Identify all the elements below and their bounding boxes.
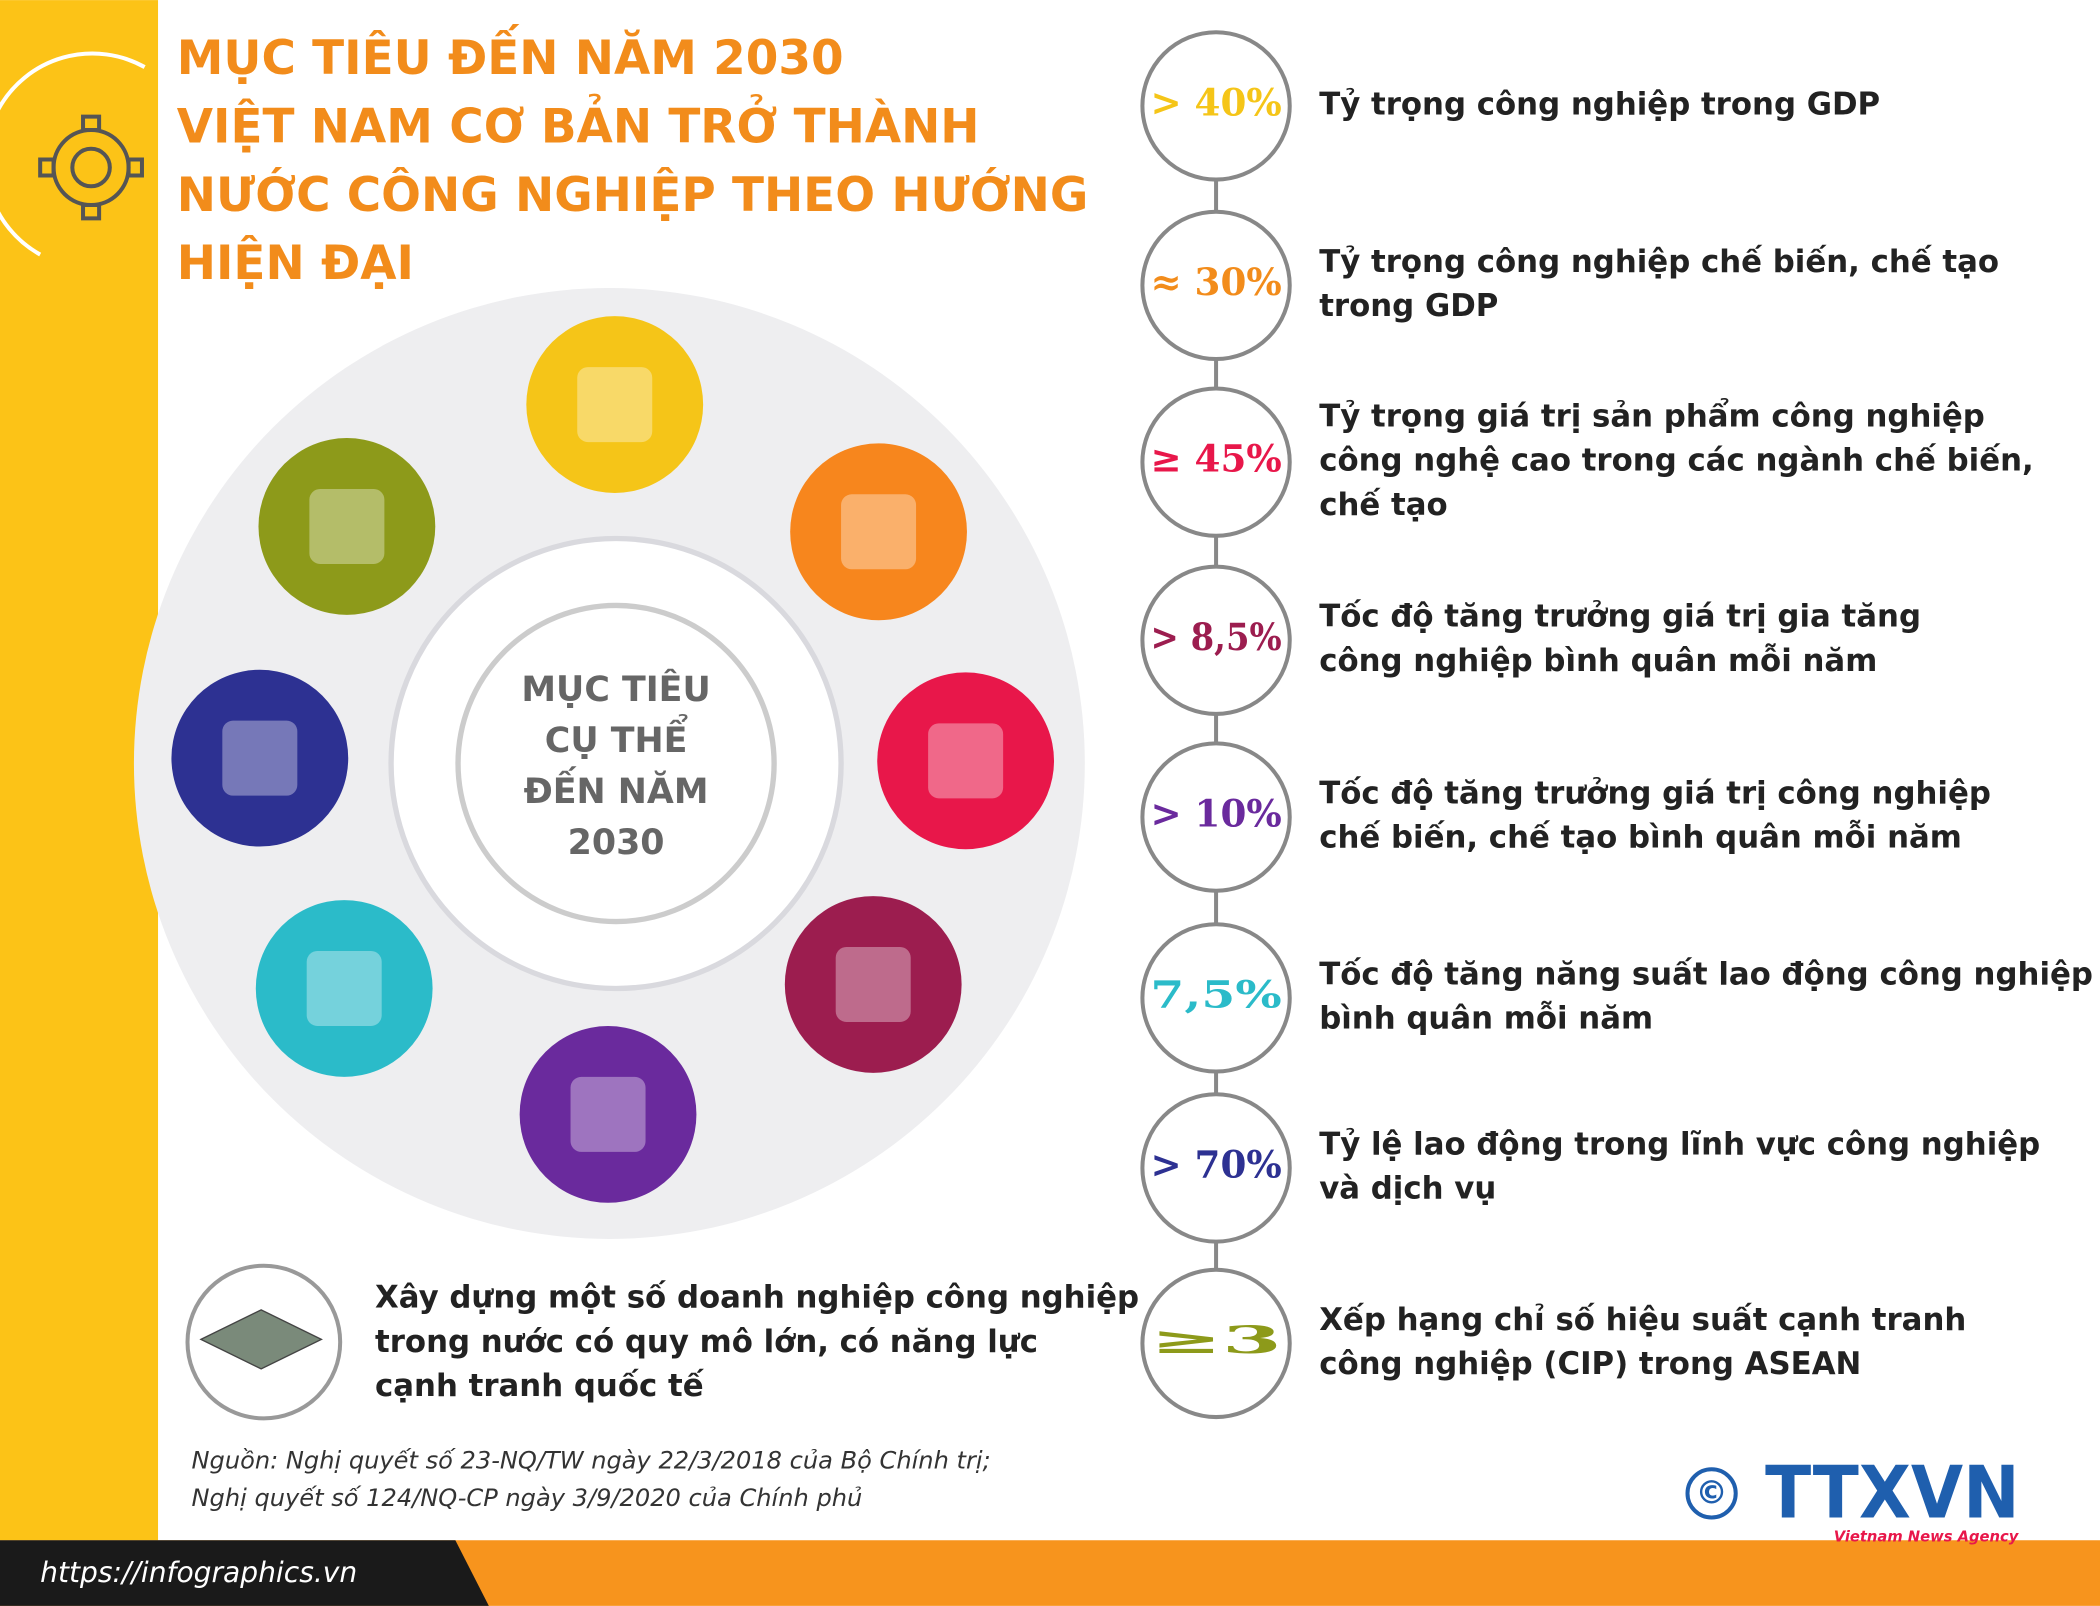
bottom-text: cạnh tranh quốc tế — [375, 1368, 705, 1404]
target-text: chế tạo — [1319, 487, 1447, 523]
footer-bar — [0, 1540, 2100, 1606]
title-line: MỤC TIÊU ĐẾN NĂM 2030 — [177, 25, 844, 86]
icon-glyph — [570, 1076, 646, 1152]
title-line: HIỆN ĐẠI — [177, 236, 414, 291]
title-line: NƯỚC CÔNG NGHIỆP THEO HƯỚNG — [177, 168, 1089, 223]
target-circle — [1140, 564, 1292, 716]
bottom-text: Xây dựng một số doanh nghiệp công nghiệp — [375, 1280, 1139, 1316]
copyright: © — [1696, 1474, 1728, 1512]
target-value: > 10% — [1150, 792, 1281, 836]
target-text: Tốc độ tăng năng suất lao động công nghi… — [1319, 956, 2093, 992]
center-label: ĐẾN NĂM — [524, 765, 709, 812]
source-text: Nguồn: Nghị quyết số 23-NQ/TW ngày 22/3/… — [192, 1446, 991, 1474]
target-circle — [1140, 741, 1292, 893]
target-text: Tốc độ tăng trưởng giá trị gia tăng — [1319, 599, 1921, 635]
title-line: VIỆT NAM CƠ BẢN TRỞ THÀNH — [177, 95, 980, 155]
icon-glyph — [577, 367, 653, 443]
icon-circle — [526, 316, 704, 493]
center-label: 2030 — [568, 823, 665, 863]
target-text: công nghệ cao trong các ngành chế biến, — [1319, 443, 2034, 479]
target-circle — [1140, 922, 1292, 1074]
target-value: > 70% — [1150, 1142, 1281, 1186]
target-value: ≥3 — [1150, 1318, 1281, 1362]
icon-glyph — [309, 488, 385, 564]
target-circle — [1140, 386, 1292, 538]
target-text: Tỷ trọng công nghiệp trong GDP — [1319, 86, 1880, 122]
target-value: 7,5% — [1150, 972, 1281, 1016]
icon-glyph — [928, 723, 1004, 799]
target-text: và dịch vụ — [1319, 1171, 1496, 1207]
center-circle — [455, 602, 777, 925]
target-text: bình quân mỗi năm — [1319, 1000, 1653, 1036]
target-circle — [1140, 1267, 1292, 1420]
target-circle — [1140, 30, 1292, 182]
target-text: Tỷ trọng công nghiệp chế biến, chế tạo — [1319, 244, 1999, 280]
target-text: Tỷ lệ lao động trong lĩnh vực công nghiệ… — [1319, 1126, 2040, 1162]
icon-glyph — [841, 494, 917, 570]
icon-circle — [258, 438, 436, 615]
center-label: MỤC TIÊU — [521, 668, 710, 710]
target-text: Xếp hạng chỉ số hiệu suất cạnh tranh — [1319, 1302, 1966, 1338]
target-circle — [1140, 1092, 1292, 1244]
target-text: công nghiệp (CIP) trong ASEAN — [1319, 1346, 1861, 1382]
factory-icon — [199, 1309, 323, 1370]
bottom-text: trong nước có quy mô lớn, có năng lực — [375, 1324, 1038, 1360]
copyright-ring — [1685, 1467, 1738, 1520]
target-value: ≥ 45% — [1150, 437, 1281, 481]
side-bar — [0, 0, 159, 1541]
website: https://infographics.vn — [40, 1556, 357, 1589]
icon-glyph — [222, 720, 298, 796]
center-label: CỤ THỂ — [545, 713, 688, 761]
icon-circle — [784, 896, 962, 1073]
target-value: ≈ 30% — [1150, 260, 1281, 304]
source-text: Nghị quyết số 124/NQ-CP ngày 3/9/2020 củ… — [192, 1484, 863, 1512]
icon-circle — [171, 669, 349, 847]
target-circle — [1140, 209, 1292, 362]
icon-circle — [519, 1025, 697, 1203]
target-text: công nghiệp bình quân mỗi năm — [1319, 643, 1877, 679]
target-value: > 40% — [1150, 80, 1281, 124]
footer-dark — [0, 1540, 489, 1606]
icon-glyph — [835, 946, 911, 1022]
agency: Vietnam News Agency — [1834, 1529, 2020, 1546]
icon-glyph — [306, 950, 382, 1026]
icon-circle — [877, 672, 1055, 850]
target-text: Tỷ trọng giá trị sản phẩm công nghiệp — [1319, 398, 1985, 434]
logo: TTXVN — [1765, 1451, 2019, 1535]
icon-circle — [255, 900, 433, 1077]
target-value: > 8,5% — [1150, 615, 1281, 659]
icon-circle — [790, 443, 967, 621]
target-text: chế biến, chế tạo bình quân mỗi năm — [1319, 820, 1962, 856]
target-text: Tốc độ tăng trưởng giá trị công nghiệp — [1319, 775, 1991, 811]
gear-icon — [38, 114, 144, 221]
target-text: trong GDP — [1319, 288, 1498, 324]
gear-arc — [0, 51, 146, 257]
